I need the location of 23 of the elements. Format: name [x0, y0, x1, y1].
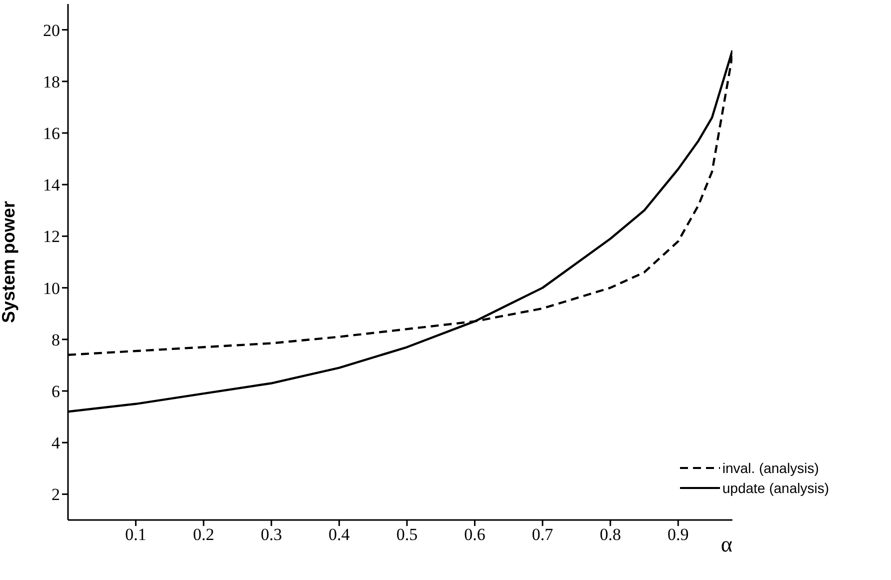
x-tick-label: 0.2	[192, 525, 214, 544]
y-tick-label: 2	[52, 485, 60, 504]
y-axis-title: System power	[0, 200, 18, 324]
x-tick-label: 0.8	[600, 525, 621, 544]
legend-label: update (analysis)	[722, 479, 829, 498]
legend-label: inval. (analysis)	[722, 459, 819, 478]
x-tick-label: 0.6	[464, 525, 486, 544]
y-tick-label: 8	[52, 330, 60, 350]
x-axis-title: α	[720, 532, 733, 557]
y-tick-label: 16	[43, 124, 60, 144]
x-tick-label: 0.5	[396, 525, 418, 544]
x-tick-label: 0.1	[125, 525, 146, 544]
y-tick-label: 18	[43, 72, 60, 92]
x-tick-label: 0.9	[668, 525, 689, 544]
x-tick-label: 0.3	[260, 525, 282, 544]
y-tick-label: 12	[43, 227, 60, 246]
y-tick-label: 6	[52, 382, 60, 402]
y-tick-label: 4	[52, 434, 60, 453]
x-tick-label: 0.7	[532, 525, 554, 544]
x-tick-label: 0.4	[328, 525, 350, 544]
y-tick-label: 10	[43, 278, 60, 298]
y-tick-label: 14	[43, 176, 60, 195]
y-tick-label: 20	[43, 20, 60, 40]
